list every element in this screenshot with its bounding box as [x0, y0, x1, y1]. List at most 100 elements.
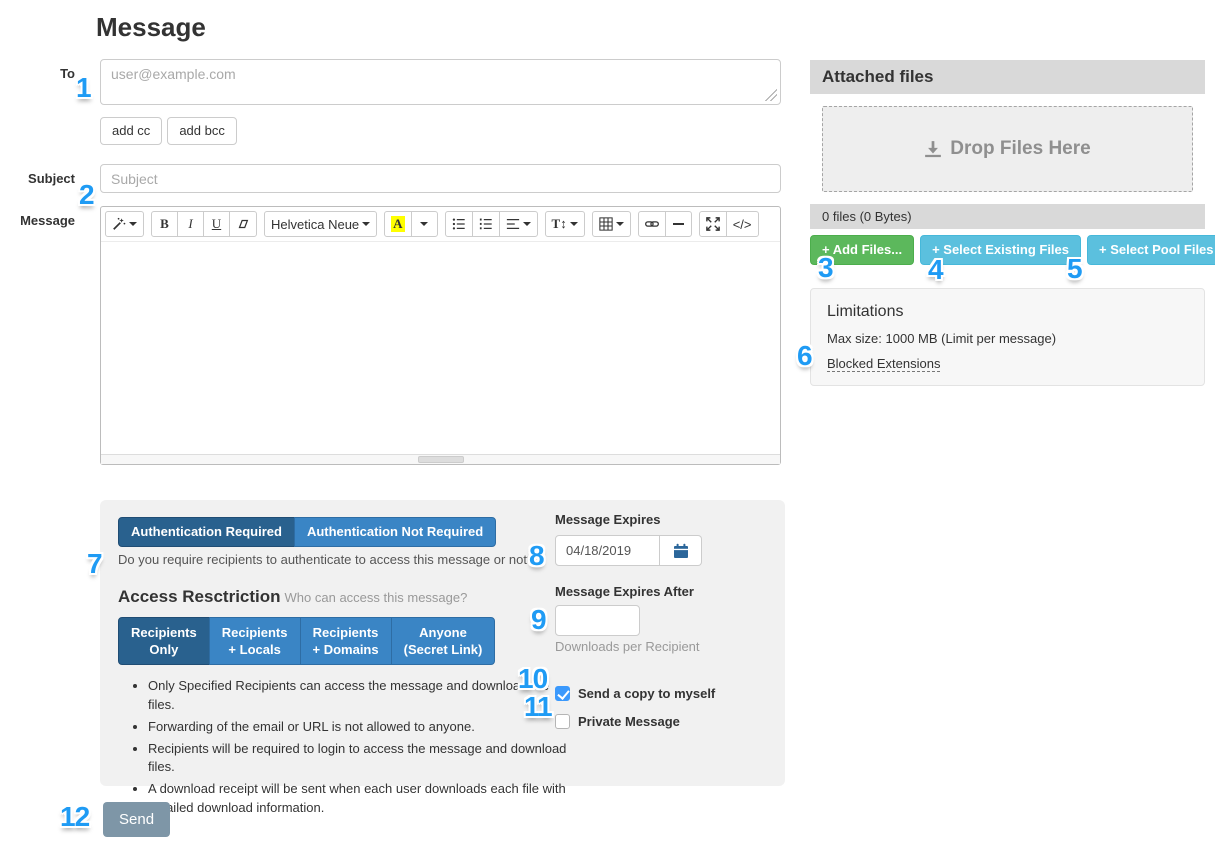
authentication-toggle-group: Authentication Required Authentication N…: [118, 517, 497, 547]
download-icon: [925, 141, 942, 158]
calendar-icon: [673, 543, 688, 558]
font-color-dropdown-button[interactable]: [410, 211, 438, 237]
bullet-item: Forwarding of the email or URL is not al…: [148, 718, 568, 737]
editor-toolbar: B I U Helvetica Neue A: [101, 207, 780, 242]
subject-label: Subject: [28, 171, 75, 186]
caret-down-icon: [420, 222, 429, 226]
access-recipients-domains-button[interactable]: Recipients + Domains: [299, 617, 392, 665]
access-anyone-secret-link-button[interactable]: Anyone (Secret Link): [390, 617, 496, 665]
calendar-button[interactable]: [660, 535, 702, 566]
horizontal-rule-icon: [672, 223, 684, 225]
access-restriction-title: Access Resctriction: [118, 587, 281, 606]
send-button[interactable]: Send: [103, 802, 171, 837]
options-left-column: Authentication Required Authentication N…: [118, 517, 566, 821]
message-expires-input[interactable]: [555, 535, 660, 566]
attached-files-header: Attached files: [810, 60, 1205, 94]
message-label: Message: [20, 213, 75, 228]
bullet-item: Recipients will be required to login to …: [148, 740, 568, 778]
bold-button[interactable]: B: [151, 211, 178, 237]
select-pool-files-button[interactable]: + Select Pool Files: [1087, 235, 1215, 265]
files-count-bar: 0 files (0 Bytes): [810, 204, 1205, 229]
access-button-line2: + Domains: [312, 642, 379, 657]
font-family-value: Helvetica Neue: [271, 216, 360, 232]
add-bcc-button[interactable]: add bcc: [167, 117, 237, 145]
fullscreen-icon: [705, 217, 720, 231]
downloads-per-recipient-help: Downloads per Recipient: [555, 639, 700, 654]
attached-files-panel: Attached files Drop Files Here 0 files (…: [810, 60, 1205, 229]
clear-format-button[interactable]: [229, 211, 257, 237]
access-button-line1: Anyone: [419, 625, 467, 640]
options-right-column: Message Expires Message Expires After Do…: [555, 512, 770, 729]
auth-help-text: Do you require recipients to authenticat…: [118, 552, 535, 567]
drop-files-zone[interactable]: Drop Files Here: [822, 106, 1193, 192]
ordered-list-button[interactable]: [471, 211, 500, 237]
access-restriction-group: Recipients Only Recipients + Locals Reci…: [118, 617, 496, 665]
private-message-label[interactable]: Private Message: [578, 714, 680, 729]
font-family-button[interactable]: Helvetica Neue: [264, 211, 378, 237]
insert-link-button[interactable]: [637, 211, 666, 237]
link-icon: [644, 221, 659, 227]
horizontal-rule-button[interactable]: [664, 211, 692, 237]
send-copy-label[interactable]: Send a copy to myself: [578, 686, 716, 701]
unordered-list-button[interactable]: [444, 211, 473, 237]
access-button-line1: Recipients: [312, 625, 379, 640]
caret-down-icon: [522, 222, 531, 226]
downloads-per-recipient-input[interactable]: [555, 605, 640, 636]
insert-table-button[interactable]: [591, 211, 631, 237]
message-editor: B I U Helvetica Neue A: [100, 206, 781, 465]
message-expires-label: Message Expires: [555, 512, 661, 527]
eraser-icon: [238, 219, 249, 229]
access-recipients-only-button[interactable]: Recipients Only: [118, 617, 210, 665]
paragraph-align-button[interactable]: [498, 211, 538, 237]
access-button-line2: + Locals: [228, 642, 281, 657]
file-buttons-row: + Add Files... + Select Existing Files +…: [810, 235, 1215, 265]
caret-down-icon: [615, 222, 624, 226]
limitations-title: Limitations: [827, 303, 904, 320]
access-restriction-heading: Access Resctriction Who can access this m…: [118, 587, 548, 607]
private-message-row: Private Message: [555, 714, 770, 729]
subject-input[interactable]: [100, 164, 781, 193]
access-button-line1: Recipients: [131, 625, 197, 640]
access-button-line2: (Secret Link): [403, 642, 483, 657]
message-body-input[interactable]: [101, 242, 780, 454]
font-color-button[interactable]: A: [384, 211, 412, 237]
to-input[interactable]: [100, 59, 781, 105]
auth-required-button[interactable]: Authentication Required: [118, 517, 295, 547]
font-color-letter: A: [391, 216, 405, 232]
underline-button[interactable]: U: [203, 211, 230, 237]
access-button-line2: Only: [149, 642, 179, 657]
font-size-glyph: T↕: [551, 216, 567, 231]
private-message-checkbox[interactable]: [555, 714, 570, 729]
annotation-12: 12: [60, 801, 90, 832]
message-options-panel: Authentication Required Authentication N…: [100, 500, 785, 815]
select-existing-files-button[interactable]: + Select Existing Files: [920, 235, 1081, 265]
drop-files-label: Drop Files Here: [950, 138, 1091, 159]
editor-resize-handle[interactable]: [417, 456, 464, 463]
editor-statusbar: [101, 454, 780, 464]
add-cc-button[interactable]: add cc: [100, 117, 163, 145]
bullet-item: A download receipt will be sent when eac…: [148, 780, 568, 818]
caret-down-icon: [362, 222, 371, 226]
code-view-glyph: </>: [732, 216, 752, 232]
auth-not-required-button[interactable]: Authentication Not Required: [293, 517, 497, 547]
send-copy-checkbox[interactable]: [555, 686, 570, 701]
add-files-button[interactable]: + Add Files...: [810, 235, 915, 265]
fullscreen-button[interactable]: [698, 211, 727, 237]
font-size-button[interactable]: T↕: [544, 211, 585, 237]
access-button-line1: Recipients: [221, 625, 288, 640]
table-icon: [599, 217, 613, 231]
code-view-button[interactable]: </>: [725, 211, 759, 237]
attached-files-body: Drop Files Here: [810, 94, 1205, 204]
page-title: Message: [96, 12, 206, 42]
access-recipients-locals-button[interactable]: Recipients + Locals: [208, 617, 301, 665]
bullet-item: Only Specified Recipients can access the…: [148, 677, 568, 715]
italic-button[interactable]: I: [177, 211, 204, 237]
magic-style-button[interactable]: [105, 211, 144, 237]
send-copy-row: Send a copy to myself: [555, 686, 770, 701]
caret-down-icon: [569, 222, 578, 226]
annotation-1: 1: [76, 72, 92, 103]
blocked-extensions-link[interactable]: Blocked Extensions: [827, 356, 941, 372]
message-expires-group: [555, 535, 770, 566]
limitations-box: Limitations Max size: 1000 MB (Limit per…: [810, 288, 1205, 386]
